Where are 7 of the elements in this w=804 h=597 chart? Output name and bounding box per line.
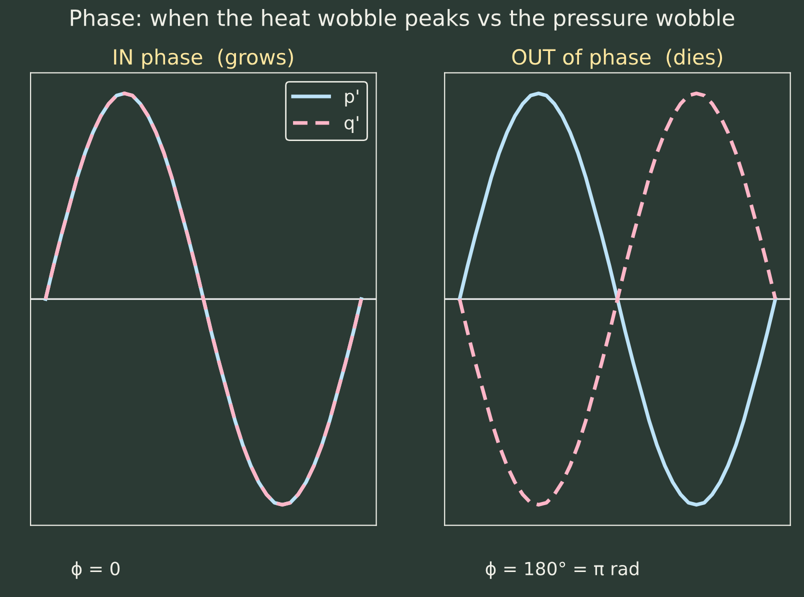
text: ϕ = 0 xyxy=(72,561,120,579)
chart-subtitle: OUT of phase (dies) xyxy=(512,48,722,69)
text: ϕ = 180° = π rad xyxy=(486,561,638,579)
chart-subtitle: IN phase (grows) xyxy=(114,48,293,69)
legend-label: p' xyxy=(345,90,358,107)
chart-title: Phase: when the heat wobble peaks vs the pressure wobble xyxy=(70,8,734,30)
legend-label: q' xyxy=(344,116,358,134)
